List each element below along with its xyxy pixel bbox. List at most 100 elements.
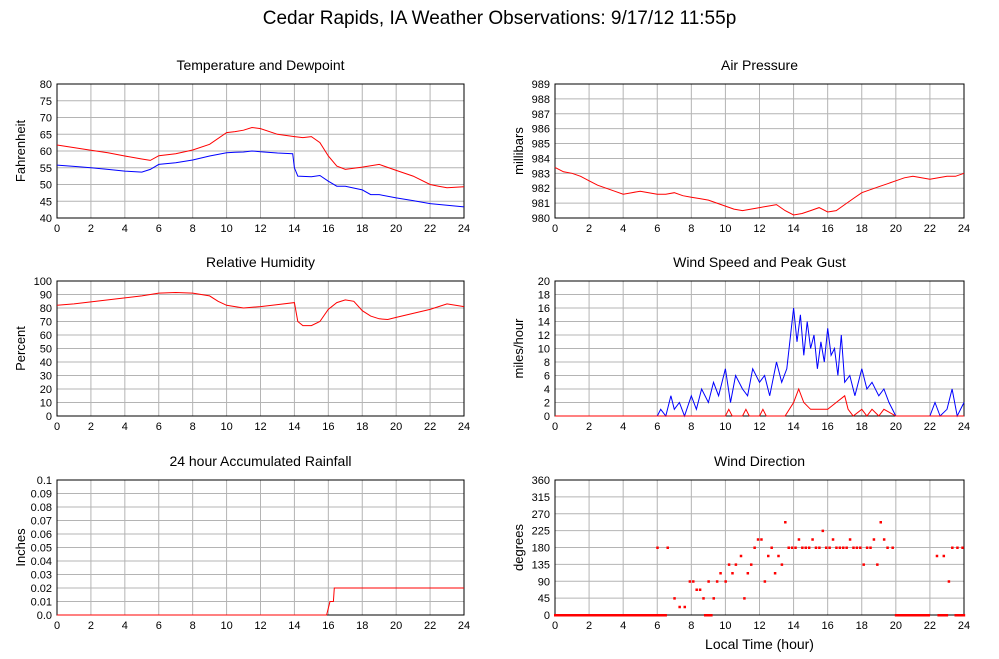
wind-dir-point (900, 614, 904, 617)
wind-dir-point (879, 521, 882, 524)
chart-title: 24 hour Accumulated Rainfall (169, 453, 351, 469)
wind-dir-point (556, 614, 559, 617)
wind-dir-point (743, 597, 746, 600)
wind-dir-point (862, 563, 865, 566)
wind-dir-point (695, 588, 698, 591)
wind-dir-point (666, 546, 669, 549)
x-tick-label: 10 (719, 223, 731, 235)
wind-dir-point (578, 614, 582, 617)
wind-dir-point (650, 614, 653, 617)
y-tick-label: 20 (40, 384, 52, 396)
wind-dir-point (664, 614, 667, 617)
wind-dir-point (648, 614, 651, 617)
wind-dir-point (848, 538, 852, 541)
y-tick-label: 80 (40, 303, 52, 315)
x-tick-label: 20 (390, 620, 402, 632)
wind-dir-point (739, 554, 743, 558)
wind-dir-point (951, 546, 954, 549)
y-tick-label: 0.06 (31, 529, 52, 541)
wind-dir-point (712, 597, 715, 600)
x-tick-label: 2 (88, 223, 94, 235)
wind-dir-point (794, 546, 797, 549)
y-tick-label: 50 (40, 180, 52, 192)
x-tick-label: 20 (890, 620, 902, 632)
y-tick-label: 0.0 (37, 610, 52, 622)
wind-dir-point (678, 605, 681, 609)
wind-dir-point (617, 614, 620, 617)
wind-dir-point (731, 572, 734, 575)
y-tick-label: 45 (40, 196, 52, 208)
wind-dir-point (947, 580, 951, 583)
wind-dir-point (619, 614, 622, 617)
wind-dir-point (760, 538, 763, 541)
wind-dir-point (960, 614, 964, 617)
wind-dir-point (804, 546, 808, 549)
wind-dir-point (703, 614, 707, 617)
y-tick-label: 90 (538, 576, 550, 588)
x-tick-label: 2 (586, 620, 592, 632)
y-tick-label: 12 (538, 330, 550, 342)
plot-frame (554, 83, 965, 219)
wind-dir-point (821, 529, 825, 533)
wind-dir-point (787, 546, 790, 549)
chart-title: Wind Direction (714, 453, 805, 469)
y-tick-label: 0.03 (31, 570, 52, 582)
x-tick-label: 2 (586, 223, 592, 235)
wind-dir-point (859, 546, 862, 549)
wind-dir-point (749, 563, 753, 566)
y-tick-label: 45 (538, 593, 550, 605)
wind-dir-point (801, 546, 804, 549)
wind-dir-point (652, 614, 655, 617)
y-tick-label: 0.04 (31, 556, 52, 568)
x-tick-label: 8 (190, 421, 196, 433)
wind-dir-point (898, 614, 902, 617)
x-tick-label: 4 (620, 421, 626, 433)
x-tick-label: 12 (753, 223, 765, 235)
y-tick-label: 10 (538, 344, 550, 356)
wind-dir-point (907, 614, 910, 617)
y-tick-label: 40 (40, 213, 52, 225)
x-tick-label: 14 (787, 421, 799, 433)
x-tick-label: 6 (654, 223, 660, 235)
x-tick-label: 18 (856, 421, 868, 433)
wind-dir-point (780, 563, 784, 566)
wind-dir-point (961, 546, 964, 549)
series-line-red (56, 126, 465, 189)
x-tick-label: 20 (390, 223, 402, 235)
wind-dir-point (943, 614, 947, 617)
x-tick-label: 22 (924, 620, 936, 632)
x-tick-label: 0 (54, 223, 60, 235)
x-tick-label: 18 (856, 620, 868, 632)
y-tick-label: 980 (532, 213, 550, 225)
wind-dir-point (564, 614, 567, 617)
x-tick-label: 14 (288, 421, 300, 433)
y-tick-label: 180 (532, 543, 550, 555)
y-tick-label: 50 (40, 344, 52, 356)
y-tick-label: 60 (40, 146, 52, 158)
wind-dir-point (855, 546, 859, 549)
wind-dir-point (576, 614, 579, 617)
wind-dir-point (625, 614, 629, 617)
y-tick-label: 100 (34, 276, 52, 288)
y-axis-label: degrees (511, 524, 526, 571)
wind-dir-point (621, 614, 624, 617)
wind-dir-point (594, 614, 598, 617)
series-line-blue (555, 307, 965, 418)
wind-dir-point (692, 580, 695, 583)
y-tick-label: 0.09 (31, 489, 52, 501)
wind-dir-point (913, 614, 916, 617)
wind-dir-point (641, 614, 645, 617)
wind-dir-point (896, 614, 900, 617)
wind-dir-point (852, 546, 855, 549)
wind-dir-point (646, 614, 649, 617)
plot-frame (554, 479, 965, 616)
y-tick-label: 6 (544, 371, 550, 383)
wind-dir-point (586, 614, 590, 617)
wind-dir-point (719, 572, 722, 575)
wind-dir-point (673, 597, 676, 600)
wind-dir-point (609, 614, 612, 617)
wind-dir-point (876, 563, 879, 566)
